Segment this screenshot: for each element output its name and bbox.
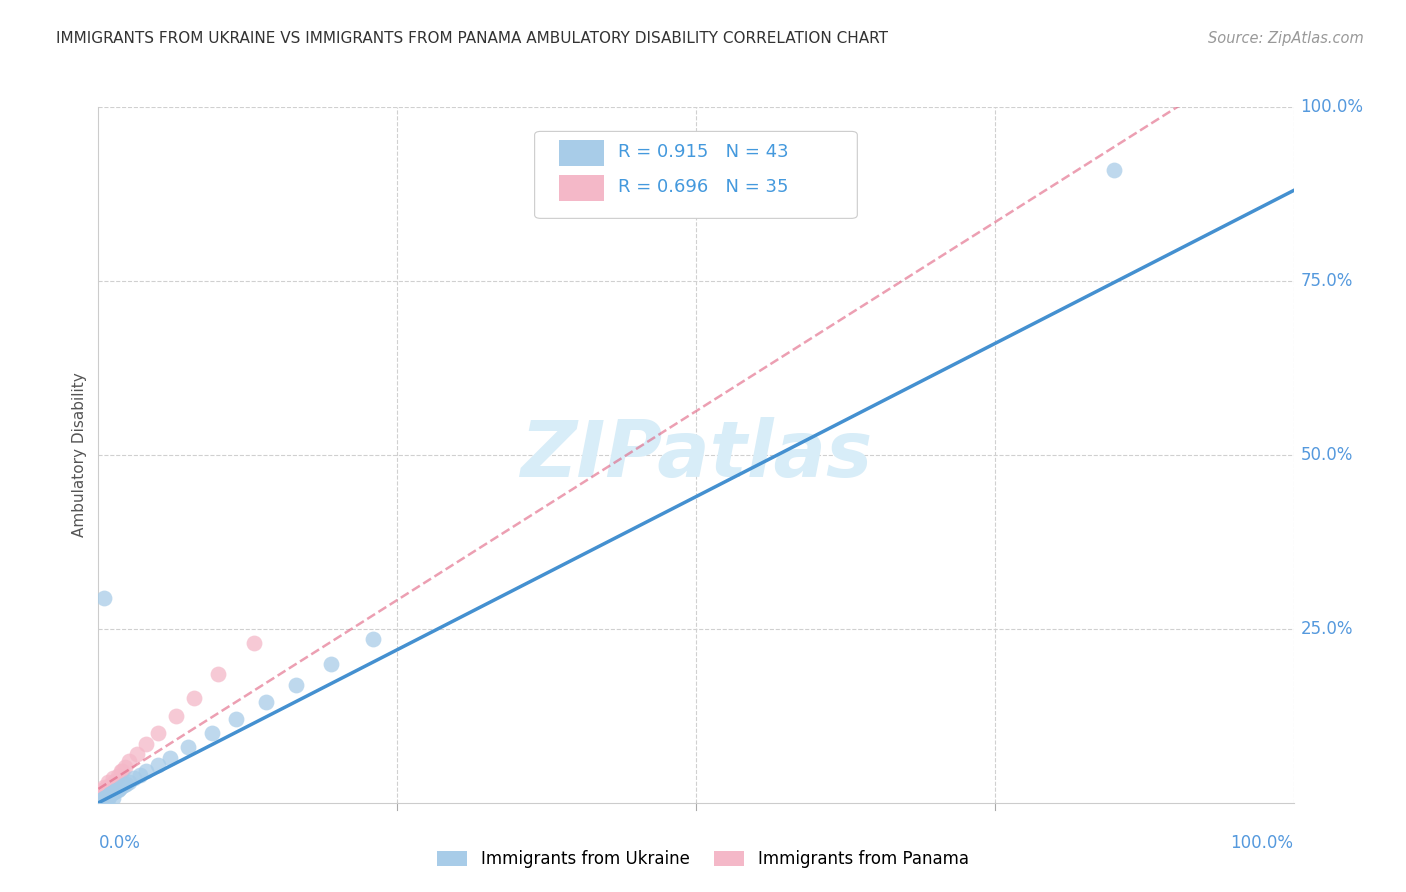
Text: 0.0%: 0.0% [98, 834, 141, 852]
Point [183, 691, 205, 706]
Point [94, 781, 117, 796]
Point [97, 789, 120, 803]
Text: 100.0%: 100.0% [1301, 98, 1364, 116]
Point [101, 785, 124, 799]
Point [101, 791, 124, 805]
Point [96, 785, 118, 799]
Point [118, 754, 141, 768]
Point [125, 747, 148, 761]
Point [93, 783, 115, 797]
Point [96, 789, 118, 804]
FancyBboxPatch shape [558, 175, 605, 201]
Point [101, 772, 124, 786]
Point [97, 792, 120, 806]
FancyBboxPatch shape [534, 131, 858, 219]
Point [201, 726, 224, 740]
Point [90, 794, 112, 808]
Text: 75.0%: 75.0% [1301, 272, 1353, 290]
Point [107, 781, 129, 796]
Point [93, 780, 115, 795]
Point [321, 657, 343, 671]
Point [165, 708, 187, 723]
Text: ZIPatlas: ZIPatlas [520, 417, 872, 493]
Point [96, 790, 118, 805]
Point [1102, 162, 1125, 177]
Point [135, 764, 157, 779]
Point [124, 772, 146, 786]
Point [107, 769, 129, 783]
Point [104, 784, 127, 798]
Point [98, 787, 122, 801]
Point [100, 778, 122, 792]
FancyBboxPatch shape [558, 140, 605, 166]
Point [159, 750, 181, 764]
Point [91, 788, 114, 802]
Point [135, 737, 157, 751]
Point [91, 793, 114, 807]
Text: 100.0%: 100.0% [1230, 834, 1294, 852]
Point [96, 780, 118, 795]
Point [148, 757, 170, 772]
Point [91, 792, 114, 806]
Text: IMMIGRANTS FROM UKRAINE VS IMMIGRANTS FROM PANAMA AMBULATORY DISABILITY CORRELAT: IMMIGRANTS FROM UKRAINE VS IMMIGRANTS FR… [56, 31, 889, 46]
Point [97, 775, 120, 789]
Point [243, 636, 266, 650]
Point [93, 791, 115, 805]
Text: R = 0.696   N = 35: R = 0.696 N = 35 [619, 178, 789, 196]
Text: Source: ZipAtlas.com: Source: ZipAtlas.com [1208, 31, 1364, 46]
Point [98, 788, 122, 802]
Point [97, 789, 120, 804]
Point [94, 791, 117, 805]
Text: 50.0%: 50.0% [1301, 446, 1353, 464]
Point [107, 782, 129, 797]
Point [129, 768, 152, 782]
Point [254, 695, 277, 709]
Point [103, 775, 125, 789]
Point [94, 790, 117, 805]
Point [207, 667, 229, 681]
Point [177, 740, 200, 755]
Point [104, 773, 127, 788]
Point [90, 787, 112, 801]
Point [284, 677, 307, 691]
Point [91, 789, 114, 803]
Point [91, 790, 114, 805]
Y-axis label: Ambulatory Disability: Ambulatory Disability [72, 373, 87, 537]
Point [112, 778, 135, 792]
Point [225, 712, 247, 726]
Point [97, 783, 120, 797]
Point [98, 779, 121, 793]
Point [94, 785, 117, 799]
Point [93, 791, 115, 805]
Text: R = 0.915   N = 43: R = 0.915 N = 43 [619, 144, 789, 161]
Point [93, 591, 115, 605]
Point [115, 777, 138, 791]
Point [118, 775, 141, 789]
Text: 25.0%: 25.0% [1301, 620, 1353, 638]
Point [89, 789, 111, 803]
Point [98, 788, 121, 802]
Point [100, 786, 122, 800]
Point [101, 777, 124, 791]
Point [98, 789, 121, 803]
Point [114, 759, 136, 773]
Point [111, 764, 134, 779]
Point [110, 764, 132, 779]
Legend: Immigrants from Ukraine, Immigrants from Panama: Immigrants from Ukraine, Immigrants from… [430, 844, 976, 875]
Point [91, 785, 114, 799]
Point [363, 632, 385, 647]
Point [93, 788, 115, 802]
Point [98, 781, 122, 796]
Point [110, 780, 132, 795]
Point [148, 726, 170, 740]
Point [91, 783, 114, 797]
Point [91, 791, 114, 805]
Point [103, 785, 125, 799]
Point [105, 783, 128, 797]
